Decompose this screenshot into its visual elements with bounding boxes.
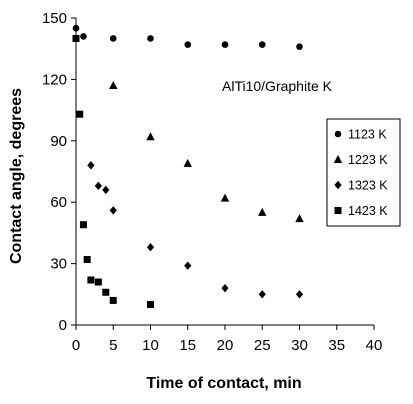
y-tick-label: 150 bbox=[42, 10, 67, 27]
series-circle bbox=[72, 24, 303, 50]
legend-label: 1123 K bbox=[348, 128, 387, 142]
data-point-circle bbox=[72, 24, 80, 32]
series-diamond bbox=[87, 161, 304, 299]
data-point-triangle bbox=[295, 214, 304, 223]
axes bbox=[71, 17, 375, 330]
series-triangle bbox=[109, 81, 304, 223]
data-point-diamond bbox=[146, 243, 155, 252]
legend-label: 1223 K bbox=[348, 153, 388, 167]
legend-marker-triangle bbox=[333, 155, 343, 163]
y-axis-label: Contact angle, degrees bbox=[8, 88, 25, 264]
legend-marker-square bbox=[334, 207, 342, 214]
data-marks bbox=[72, 24, 304, 309]
x-tick-label: 25 bbox=[254, 337, 271, 354]
data-point-square bbox=[76, 110, 84, 118]
x-tick-label: 35 bbox=[328, 337, 345, 354]
x-axis-label: Time of contact, min bbox=[146, 375, 301, 392]
y-tick-label: 60 bbox=[50, 194, 67, 211]
data-point-circle bbox=[258, 41, 266, 48]
y-tick-label: 120 bbox=[42, 71, 67, 88]
data-point-diamond bbox=[94, 181, 102, 191]
data-point-diamond bbox=[295, 290, 304, 299]
data-point-square bbox=[79, 221, 87, 229]
data-point-diamond bbox=[258, 290, 266, 299]
legend-label: 1323 K bbox=[348, 179, 388, 193]
legend-item: 1123 K bbox=[334, 128, 387, 142]
data-point-square bbox=[83, 256, 91, 264]
data-point-triangle bbox=[258, 207, 267, 216]
data-point-triangle bbox=[183, 158, 192, 167]
x-tick-label: 15 bbox=[179, 337, 196, 354]
data-point-square bbox=[147, 301, 154, 309]
legend-marker-circle bbox=[334, 130, 342, 138]
legend-marker-diamond bbox=[334, 180, 342, 190]
data-point-square bbox=[94, 278, 102, 286]
y-tick-label: 30 bbox=[50, 256, 67, 273]
data-point-circle bbox=[80, 33, 87, 40]
tick-labels: 0 30 60 90 120 150 0 5 10 15 20 25 30 35 40 bbox=[42, 10, 382, 354]
data-point-circle bbox=[296, 43, 303, 50]
data-point-circle bbox=[147, 35, 154, 42]
x-tick-label: 40 bbox=[366, 337, 383, 354]
x-tick-label: 30 bbox=[291, 337, 308, 354]
data-point-diamond bbox=[102, 185, 110, 195]
y-tick-label: 0 bbox=[59, 317, 67, 334]
y-tick-label: 90 bbox=[50, 133, 67, 150]
data-point-diamond bbox=[221, 283, 229, 293]
data-point-square bbox=[109, 296, 117, 304]
x-tick-label: 10 bbox=[142, 337, 159, 354]
legend-item: 1223 K bbox=[333, 153, 388, 167]
data-point-triangle bbox=[146, 132, 155, 141]
data-point-triangle bbox=[220, 193, 230, 202]
data-point-square bbox=[72, 34, 80, 42]
legend-item: 1423 K bbox=[334, 204, 388, 218]
x-tick-label: 5 bbox=[109, 337, 117, 354]
data-point-diamond bbox=[87, 161, 95, 170]
legend: 1123 K 1223 K 1323 K 1423 K bbox=[326, 118, 401, 227]
data-point-circle bbox=[184, 41, 192, 48]
series-square bbox=[72, 34, 154, 309]
data-point-circle bbox=[109, 35, 117, 42]
data-point-circle bbox=[221, 41, 229, 48]
data-point-diamond bbox=[184, 261, 192, 270]
x-tick-label: 0 bbox=[72, 337, 80, 354]
data-point-diamond bbox=[109, 206, 117, 215]
data-point-square bbox=[87, 276, 95, 284]
x-tick-label: 20 bbox=[217, 337, 234, 354]
chart-annotation: AlTi10/Graphite K bbox=[222, 78, 333, 94]
legend-label: 1423 K bbox=[348, 204, 388, 218]
legend-item: 1323 K bbox=[334, 179, 388, 193]
data-point-square bbox=[102, 288, 110, 296]
data-point-triangle bbox=[109, 81, 118, 90]
